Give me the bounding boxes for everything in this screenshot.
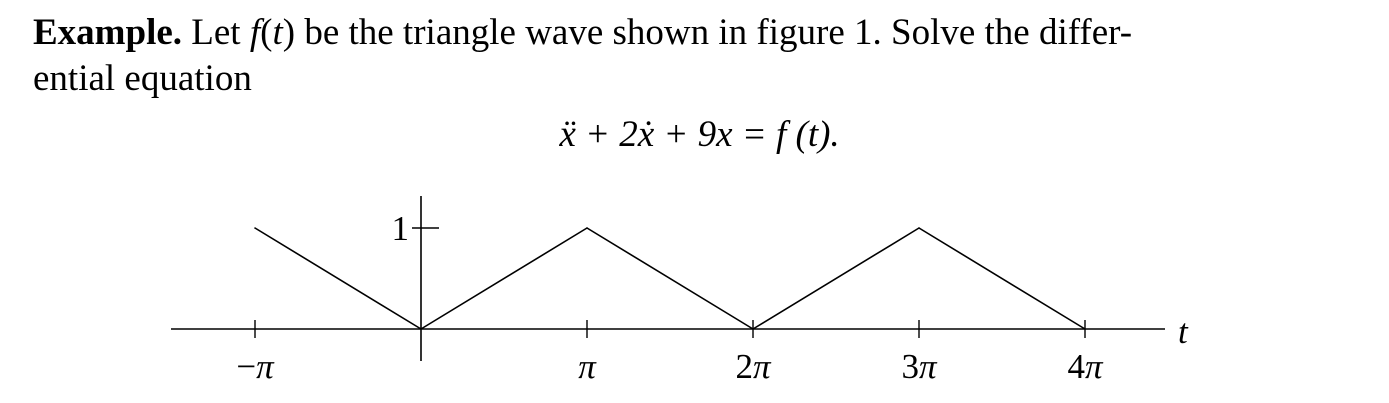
triangle-wave-chart: t −π π 2π 3π 4π 1 bbox=[171, 196, 1189, 386]
y-tick-label-0: 1 bbox=[392, 209, 410, 248]
x-tick-label-2: 2π bbox=[735, 347, 772, 386]
equation-text: ẍ + 2ẋ + 9x = f (t). bbox=[559, 114, 840, 155]
f-symbol: f bbox=[249, 12, 261, 53]
example-paragraph: Example. Let f(t) be the triangle wave s… bbox=[33, 10, 1363, 102]
x-tick-label-4: 4π bbox=[1067, 347, 1104, 386]
x-tick-label-0: −π bbox=[236, 347, 275, 386]
series bbox=[254, 227, 1086, 330]
data-point-0 bbox=[254, 227, 256, 229]
x-tick-label-3: 3π bbox=[901, 347, 938, 386]
data-point-1 bbox=[420, 328, 422, 330]
tick-marks bbox=[254, 227, 1086, 338]
data-point-5 bbox=[1084, 328, 1086, 330]
open-paren: ( bbox=[260, 12, 273, 53]
close-paren: ) bbox=[282, 12, 296, 53]
x-tick-label-1: π bbox=[578, 347, 597, 386]
x-axis-label: t bbox=[1178, 312, 1189, 351]
axes bbox=[171, 196, 1165, 361]
differential-equation: ẍ + 2ẋ + 9x = f (t). bbox=[0, 112, 1389, 158]
data-point-2 bbox=[586, 227, 588, 229]
paragraph-line-1: Example. Let f(t) be the triangle wave s… bbox=[33, 10, 1363, 56]
tick-labels: t −π π 2π 3π 4π 1 bbox=[236, 209, 1189, 386]
paragraph-line-2: ential equation bbox=[33, 58, 252, 99]
paragraph-part1: Let bbox=[191, 12, 250, 53]
data-point-3 bbox=[752, 328, 754, 330]
example-lead: Example. bbox=[33, 12, 183, 53]
triangle-wave-line bbox=[254, 227, 1086, 330]
paragraph-part2: be the triangle wave shown in figure 1. … bbox=[295, 12, 1133, 53]
data-point-4 bbox=[918, 227, 920, 229]
t-symbol: t bbox=[272, 12, 283, 53]
